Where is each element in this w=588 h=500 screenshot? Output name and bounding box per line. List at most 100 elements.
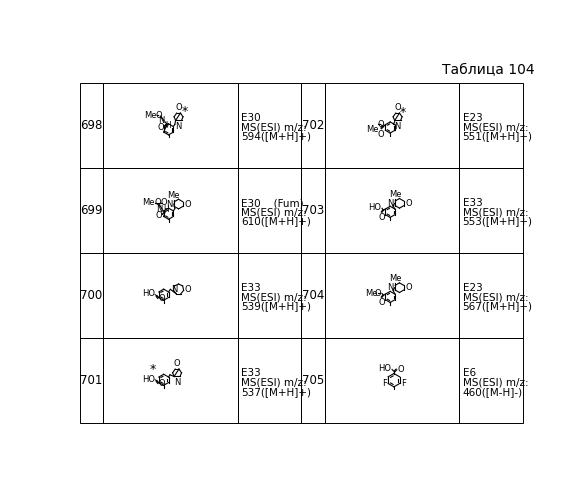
Text: O: O: [175, 103, 182, 112]
Text: 705: 705: [302, 374, 324, 388]
Text: E23: E23: [463, 283, 482, 293]
Text: F: F: [382, 379, 387, 388]
Text: N: N: [175, 122, 182, 130]
Text: E30    (Fum): E30 (Fum): [241, 198, 303, 208]
Bar: [238, 338, 302, 424]
Text: O: O: [159, 294, 165, 304]
Text: E33: E33: [241, 283, 260, 293]
Text: E33: E33: [241, 368, 260, 378]
Text: MS(ESI) m/z:: MS(ESI) m/z:: [241, 122, 306, 132]
Text: *: *: [149, 362, 156, 376]
Text: O: O: [378, 298, 385, 307]
Text: MS(ESI) m/z:: MS(ESI) m/z:: [241, 208, 306, 218]
Text: Me: Me: [365, 288, 377, 298]
Text: O: O: [156, 111, 162, 120]
Bar: [302, 168, 325, 254]
Text: F: F: [401, 379, 406, 388]
Text: E23: E23: [463, 113, 482, 123]
Bar: [103, 168, 238, 254]
Text: Me: Me: [366, 125, 379, 134]
Text: O: O: [185, 284, 191, 294]
Text: O: O: [378, 130, 385, 138]
Text: H: H: [163, 204, 169, 214]
Text: O: O: [375, 288, 382, 298]
Text: MS(ESI) m/z:: MS(ESI) m/z:: [463, 208, 528, 218]
Text: O: O: [161, 198, 167, 207]
Bar: [325, 254, 459, 338]
Bar: [80, 338, 103, 424]
Text: N: N: [171, 285, 178, 294]
Text: *: *: [182, 106, 188, 118]
Text: O: O: [157, 122, 163, 132]
Text: N: N: [166, 200, 173, 208]
Text: MS(ESI) m/z:: MS(ESI) m/z:: [463, 122, 528, 132]
Text: E6: E6: [463, 368, 476, 378]
Bar: [459, 338, 523, 424]
Bar: [238, 83, 302, 168]
Text: N: N: [387, 283, 394, 292]
Text: 703: 703: [302, 204, 324, 217]
Text: 551([M+H]+): 551([M+H]+): [463, 132, 533, 141]
Text: N: N: [156, 204, 162, 214]
Bar: [238, 168, 302, 254]
Text: 539([M+H]+): 539([M+H]+): [241, 302, 311, 312]
Text: O: O: [397, 364, 404, 374]
Text: Me: Me: [168, 191, 180, 200]
Bar: [80, 83, 103, 168]
Bar: [302, 83, 325, 168]
Bar: [302, 254, 325, 338]
Text: 698: 698: [80, 119, 102, 132]
Text: 610([M+H]+): 610([M+H]+): [241, 216, 311, 226]
Text: N: N: [158, 116, 164, 126]
Text: 553([M+H]+): 553([M+H]+): [463, 216, 533, 226]
Text: O: O: [395, 103, 401, 112]
Text: O: O: [159, 380, 165, 388]
Text: N: N: [174, 378, 181, 386]
Text: O: O: [377, 120, 384, 129]
Text: HO: HO: [142, 374, 155, 384]
Text: MS(ESI) m/z:: MS(ESI) m/z:: [463, 378, 528, 388]
Text: 567([M+H]+): 567([M+H]+): [463, 302, 533, 312]
Text: 701: 701: [80, 374, 102, 388]
Bar: [325, 168, 459, 254]
Text: MS(ESI) m/z:: MS(ESI) m/z:: [463, 292, 528, 302]
Text: HO: HO: [378, 364, 391, 373]
Text: O: O: [185, 200, 191, 208]
Text: HO: HO: [368, 203, 381, 212]
Bar: [302, 338, 325, 424]
Text: O: O: [405, 199, 412, 208]
Bar: [238, 254, 302, 338]
Bar: [103, 254, 238, 338]
Text: H: H: [165, 121, 171, 130]
Text: O: O: [174, 359, 181, 368]
Text: E33: E33: [463, 198, 482, 208]
Text: Me: Me: [389, 190, 402, 198]
Bar: [459, 168, 523, 254]
Text: O: O: [155, 210, 162, 220]
Bar: [80, 168, 103, 254]
Text: 594([M+H]+): 594([M+H]+): [241, 132, 311, 141]
Text: 537([M+H]+): 537([M+H]+): [241, 386, 311, 396]
Text: O: O: [405, 283, 412, 292]
Text: 702: 702: [302, 119, 324, 132]
Text: 700: 700: [80, 290, 102, 302]
Text: HO: HO: [142, 290, 155, 298]
Text: MS(ESI) m/z:: MS(ESI) m/z:: [241, 292, 306, 302]
Bar: [459, 254, 523, 338]
Text: 460([M-H]-): 460([M-H]-): [463, 386, 523, 396]
Bar: [103, 83, 238, 168]
Text: Таблица 104: Таблица 104: [442, 63, 534, 77]
Bar: [103, 338, 238, 424]
Bar: [325, 83, 459, 168]
Text: Me: Me: [389, 274, 402, 283]
Bar: [325, 338, 459, 424]
Text: E30: E30: [241, 113, 260, 123]
Text: 704: 704: [302, 290, 324, 302]
Text: N: N: [395, 122, 401, 130]
Text: MS(ESI) m/z:: MS(ESI) m/z:: [241, 378, 306, 388]
Bar: [80, 254, 103, 338]
Text: *: *: [400, 106, 406, 119]
Text: 699: 699: [80, 204, 102, 217]
Bar: [459, 83, 523, 168]
Text: N: N: [387, 199, 394, 208]
